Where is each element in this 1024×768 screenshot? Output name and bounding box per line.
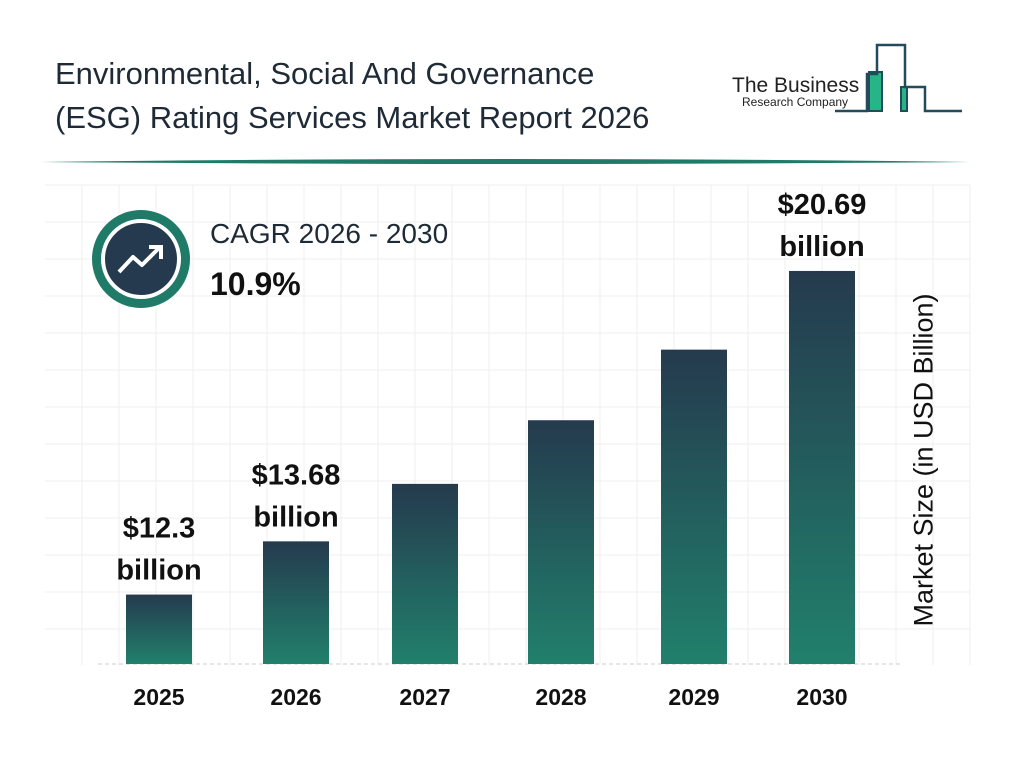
bar-2027 xyxy=(392,483,458,664)
svg-text:Research Company: Research Company xyxy=(742,95,848,109)
x-tick-label: 2030 xyxy=(796,684,847,710)
title-divider xyxy=(40,159,970,164)
data-label: billion xyxy=(779,231,864,263)
data-label: $20.69 xyxy=(778,189,867,221)
title-line-2: (ESG) Rating Services Market Report 2026 xyxy=(55,100,650,135)
x-tick-label: 2029 xyxy=(668,684,719,710)
bar-2028 xyxy=(528,420,594,664)
title-line-1: Environmental, Social And Governance xyxy=(55,56,595,91)
cagr-value: 10.9% xyxy=(210,266,301,302)
bar-2029 xyxy=(661,349,727,664)
data-label: billion xyxy=(253,501,338,533)
company-logo: The Business Research Company xyxy=(732,43,962,113)
cagr-badge xyxy=(92,210,190,308)
cagr-label: CAGR 2026 - 2030 xyxy=(210,218,449,249)
chart-title: Environmental, Social And Governance (ES… xyxy=(55,52,735,140)
data-label: $13.68 xyxy=(252,459,341,491)
x-tick-label: 2027 xyxy=(399,684,450,710)
svg-text:The Business: The Business xyxy=(732,74,859,97)
data-label: $12.3 xyxy=(123,513,196,545)
bar-2030 xyxy=(789,270,855,664)
y-axis-label: Market Size (in USD Billion) xyxy=(908,293,939,627)
data-label: billion xyxy=(116,555,201,587)
x-tick-label: 2025 xyxy=(133,684,184,710)
bar-2026 xyxy=(263,541,329,664)
x-tick-label: 2026 xyxy=(270,684,321,710)
x-tick-label: 2028 xyxy=(535,684,586,710)
trending-up-icon xyxy=(117,245,163,274)
bar-2025 xyxy=(126,594,192,664)
